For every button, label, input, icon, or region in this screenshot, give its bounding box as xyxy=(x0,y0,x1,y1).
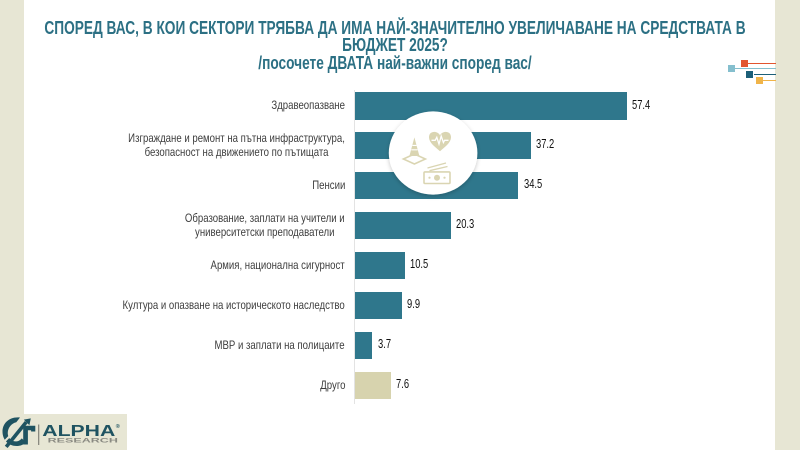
svg-text:ALPHA: ALPHA xyxy=(42,423,115,440)
svg-text:®: ® xyxy=(116,423,120,430)
svg-text:RESEARCH: RESEARCH xyxy=(48,437,119,444)
